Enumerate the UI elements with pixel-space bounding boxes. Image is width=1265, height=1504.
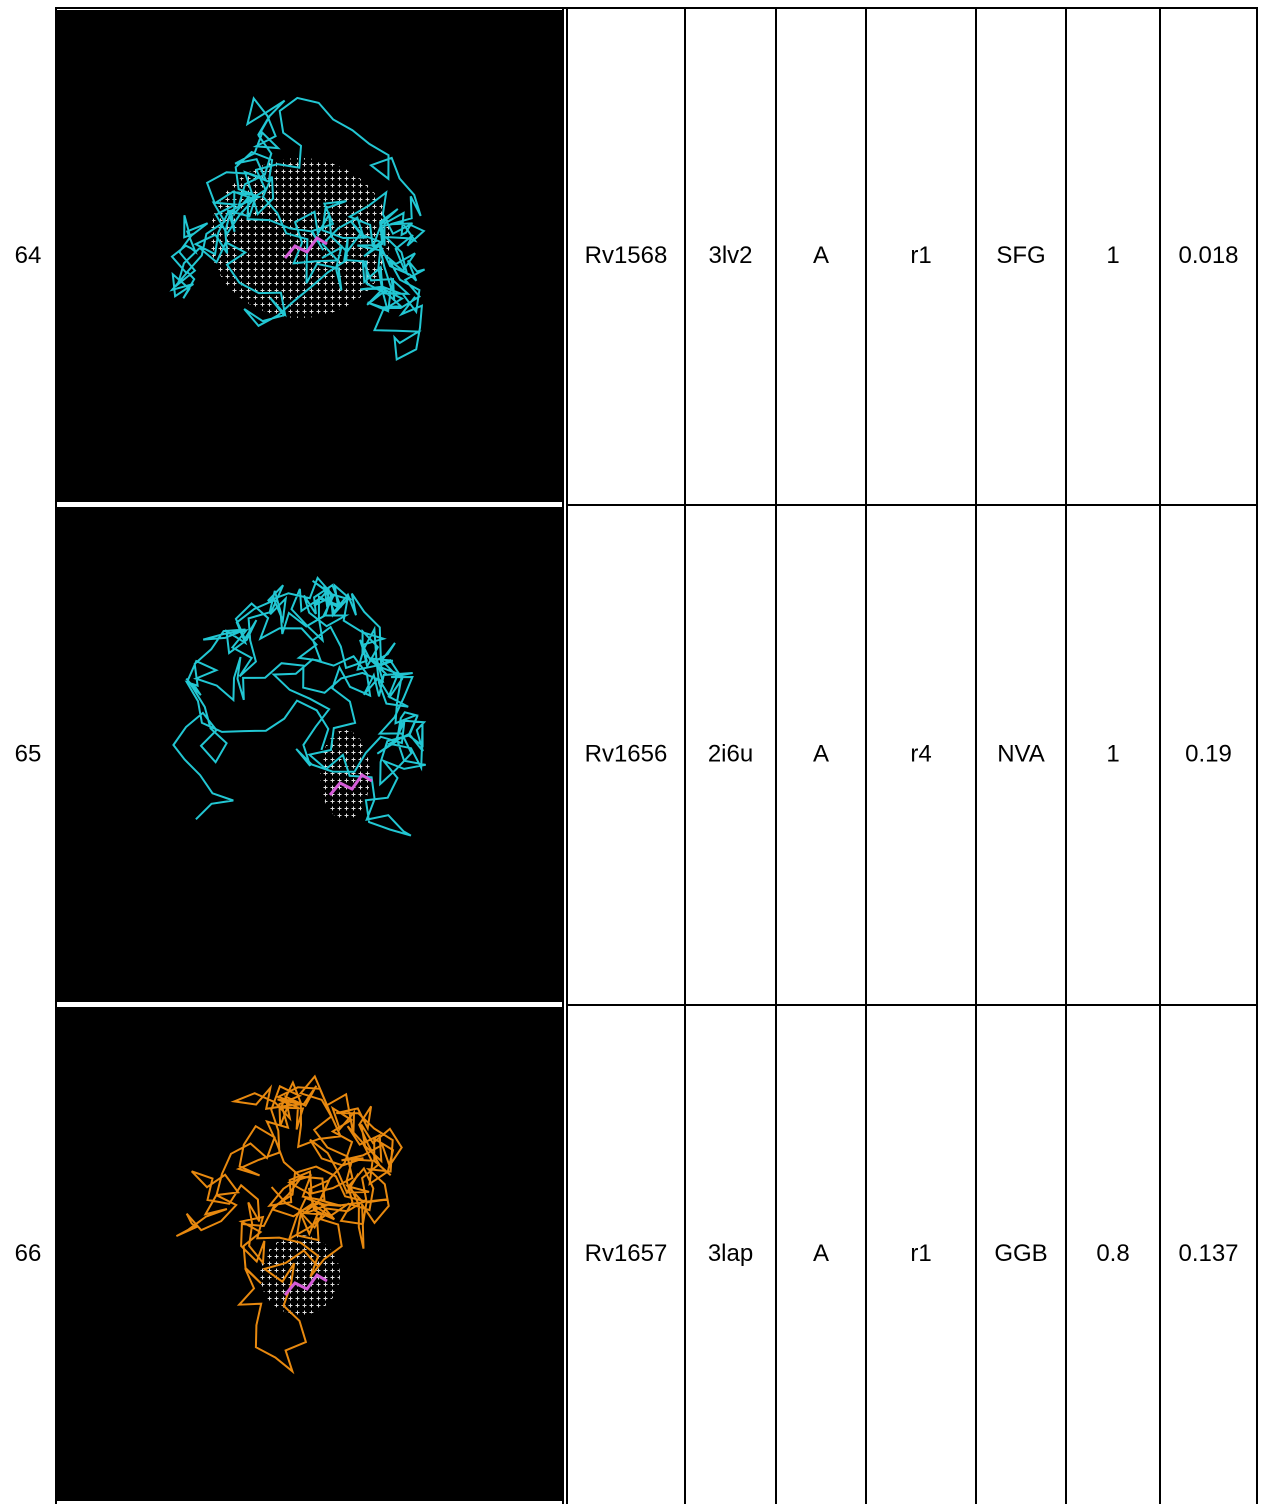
table-cell: 0.19 xyxy=(1185,740,1232,767)
pocket-dots xyxy=(260,1235,340,1315)
protein-backbone xyxy=(172,575,427,837)
table-cell: A xyxy=(813,740,829,767)
table-cell: 0.137 xyxy=(1178,1240,1238,1267)
table-cell: 1 xyxy=(1106,242,1119,269)
row-index: 64 xyxy=(15,242,42,269)
table-cell: r4 xyxy=(910,740,931,767)
table-cell: SFG xyxy=(996,242,1045,269)
table-cell: r1 xyxy=(910,1240,931,1267)
table-cell: Rv1656 xyxy=(585,740,668,767)
protein-backbone xyxy=(169,96,426,361)
table-cell: 1 xyxy=(1106,740,1119,767)
table-cell: GGB xyxy=(994,1240,1047,1267)
table-cell: 3lv2 xyxy=(708,242,752,269)
table-cell: 0.018 xyxy=(1178,242,1238,269)
row-index: 65 xyxy=(15,740,42,767)
table-cell: 3lap xyxy=(708,1240,753,1267)
table-cell: 0.8 xyxy=(1096,1240,1129,1267)
ligand xyxy=(283,236,328,259)
table-cell: r1 xyxy=(910,242,931,269)
pocket-dots xyxy=(320,730,370,820)
table-cell: NVA xyxy=(997,740,1045,767)
table-cell: 2i6u xyxy=(708,740,753,767)
ligand xyxy=(328,773,373,796)
table-cell: Rv1568 xyxy=(585,242,668,269)
ligand xyxy=(283,1273,328,1296)
table-cell: A xyxy=(813,1240,829,1267)
row-index: 66 xyxy=(15,1240,42,1267)
table-cell: Rv1657 xyxy=(585,1240,668,1267)
protein-backbone xyxy=(175,1074,403,1375)
table-cell: A xyxy=(813,242,829,269)
